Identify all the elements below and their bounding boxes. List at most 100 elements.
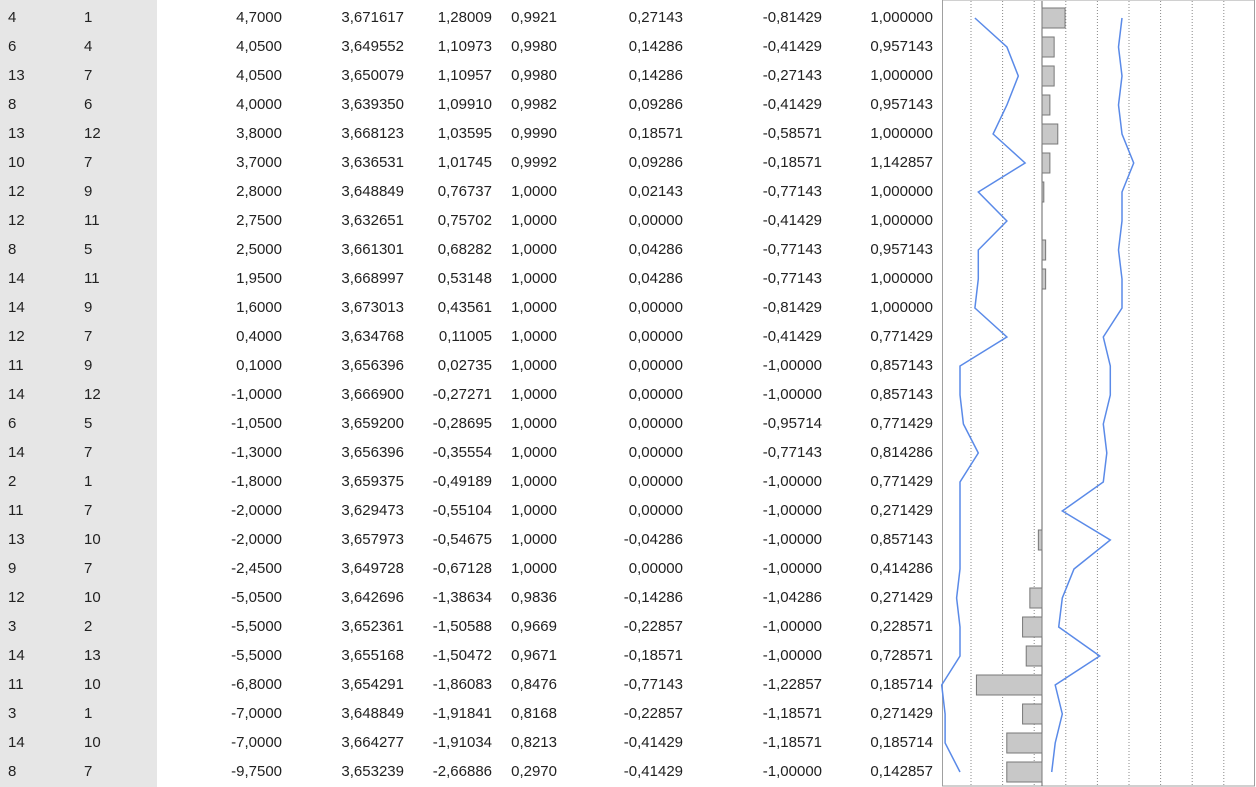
cell: 12 [8, 183, 25, 200]
cell: 1,0000 [511, 531, 557, 548]
cell: 4,0500 [236, 67, 282, 84]
cell: 9 [84, 183, 92, 200]
cell: -1,3000 [231, 444, 282, 461]
cell: 0,00000 [629, 299, 683, 316]
cell: 1,000000 [870, 299, 933, 316]
bar [1006, 732, 1043, 754]
cell: 0,9982 [511, 96, 557, 113]
cell: 0,43561 [438, 299, 492, 316]
cell: 0,771429 [870, 415, 933, 432]
cell: -9,7500 [231, 763, 282, 780]
cell: 0,04286 [629, 270, 683, 287]
cell: 1,000000 [870, 9, 933, 26]
cell: 3,652361 [341, 618, 404, 635]
cell: 1,03595 [438, 125, 492, 142]
cell: 13 [8, 531, 25, 548]
cell: 0,9980 [511, 67, 557, 84]
cell: 7 [84, 560, 92, 577]
cell: -5,5000 [231, 618, 282, 635]
cell: 0,09286 [629, 96, 683, 113]
cell: 7 [84, 154, 92, 171]
cell: -2,4500 [231, 560, 282, 577]
cell: -0,77143 [763, 183, 822, 200]
cell: 12 [8, 212, 25, 229]
cell: 1,0000 [511, 270, 557, 287]
cell: 3,648849 [341, 183, 404, 200]
cell: 0,8168 [511, 705, 557, 722]
cell: -0,81429 [763, 299, 822, 316]
cell: -2,0000 [231, 502, 282, 519]
cell: 1,0000 [511, 415, 557, 432]
cell: -6,8000 [231, 676, 282, 693]
cell: 14 [8, 299, 25, 316]
cell: 0,02143 [629, 183, 683, 200]
bar [1025, 645, 1043, 667]
cell: -0,04286 [624, 531, 683, 548]
cell: 3,636531 [341, 154, 404, 171]
cell: 14 [8, 386, 25, 403]
cell: -1,04286 [763, 589, 822, 606]
cell: 1,0000 [511, 328, 557, 345]
cell: 0,04286 [629, 241, 683, 258]
cell: 9 [84, 357, 92, 374]
cell: 3,671617 [341, 9, 404, 26]
cell: 12 [84, 386, 101, 403]
cell: 1,0000 [511, 357, 557, 374]
cell: 3,639350 [341, 96, 404, 113]
cell: 0,53148 [438, 270, 492, 287]
cell: -0,18571 [763, 154, 822, 171]
cell: 3,648849 [341, 705, 404, 722]
cell: 13 [8, 67, 25, 84]
cell: -1,0500 [231, 415, 282, 432]
cell: 10 [84, 531, 101, 548]
cell: -0,18571 [624, 647, 683, 664]
cell: 0,857143 [870, 531, 933, 548]
cell: 0,18571 [629, 125, 683, 142]
bar [975, 674, 1043, 696]
cell: -0,41429 [624, 734, 683, 751]
cell: 4 [84, 38, 92, 55]
cell: 6 [8, 38, 16, 55]
cell: 1,000000 [870, 212, 933, 229]
cell: -0,22857 [624, 618, 683, 635]
cell: 1,28009 [438, 9, 492, 26]
cell: -5,0500 [231, 589, 282, 606]
cell: 3,657973 [341, 531, 404, 548]
cell: -1,00000 [763, 357, 822, 374]
cell: 3,632651 [341, 212, 404, 229]
cell: -1,18571 [763, 705, 822, 722]
cell: -0,41429 [763, 328, 822, 345]
cell: 3,7000 [236, 154, 282, 171]
cell: 14 [8, 647, 25, 664]
cell: 1,0000 [511, 299, 557, 316]
cell: 3 [8, 618, 16, 635]
cell: -0,77143 [763, 241, 822, 258]
cell: -1,18571 [763, 734, 822, 751]
cell: 1,9500 [236, 270, 282, 287]
cell: 3,668123 [341, 125, 404, 142]
cell: 3,668997 [341, 270, 404, 287]
cell: 0,00000 [629, 386, 683, 403]
cell: -1,00000 [763, 560, 822, 577]
cell: 0,2970 [511, 763, 557, 780]
bar [1006, 761, 1043, 783]
cell: 0,00000 [629, 502, 683, 519]
cell: -0,35554 [433, 444, 492, 461]
cell: 11 [84, 270, 100, 287]
cell: -0,41429 [763, 38, 822, 55]
cell: 0,9671 [511, 647, 557, 664]
cell: 9 [8, 560, 16, 577]
cell: 0,9980 [511, 38, 557, 55]
cell: 0,9669 [511, 618, 557, 635]
cell: 10 [84, 676, 101, 693]
cell: 11 [84, 212, 100, 229]
bar [1022, 703, 1043, 725]
bar [1041, 36, 1055, 58]
cell: 3,656396 [341, 357, 404, 374]
cell: 3,656396 [341, 444, 404, 461]
cell: 5 [84, 415, 92, 432]
key-column-bg [0, 0, 157, 787]
cell: 1,0000 [511, 502, 557, 519]
cell: 8 [8, 763, 16, 780]
cell: 0,957143 [870, 241, 933, 258]
